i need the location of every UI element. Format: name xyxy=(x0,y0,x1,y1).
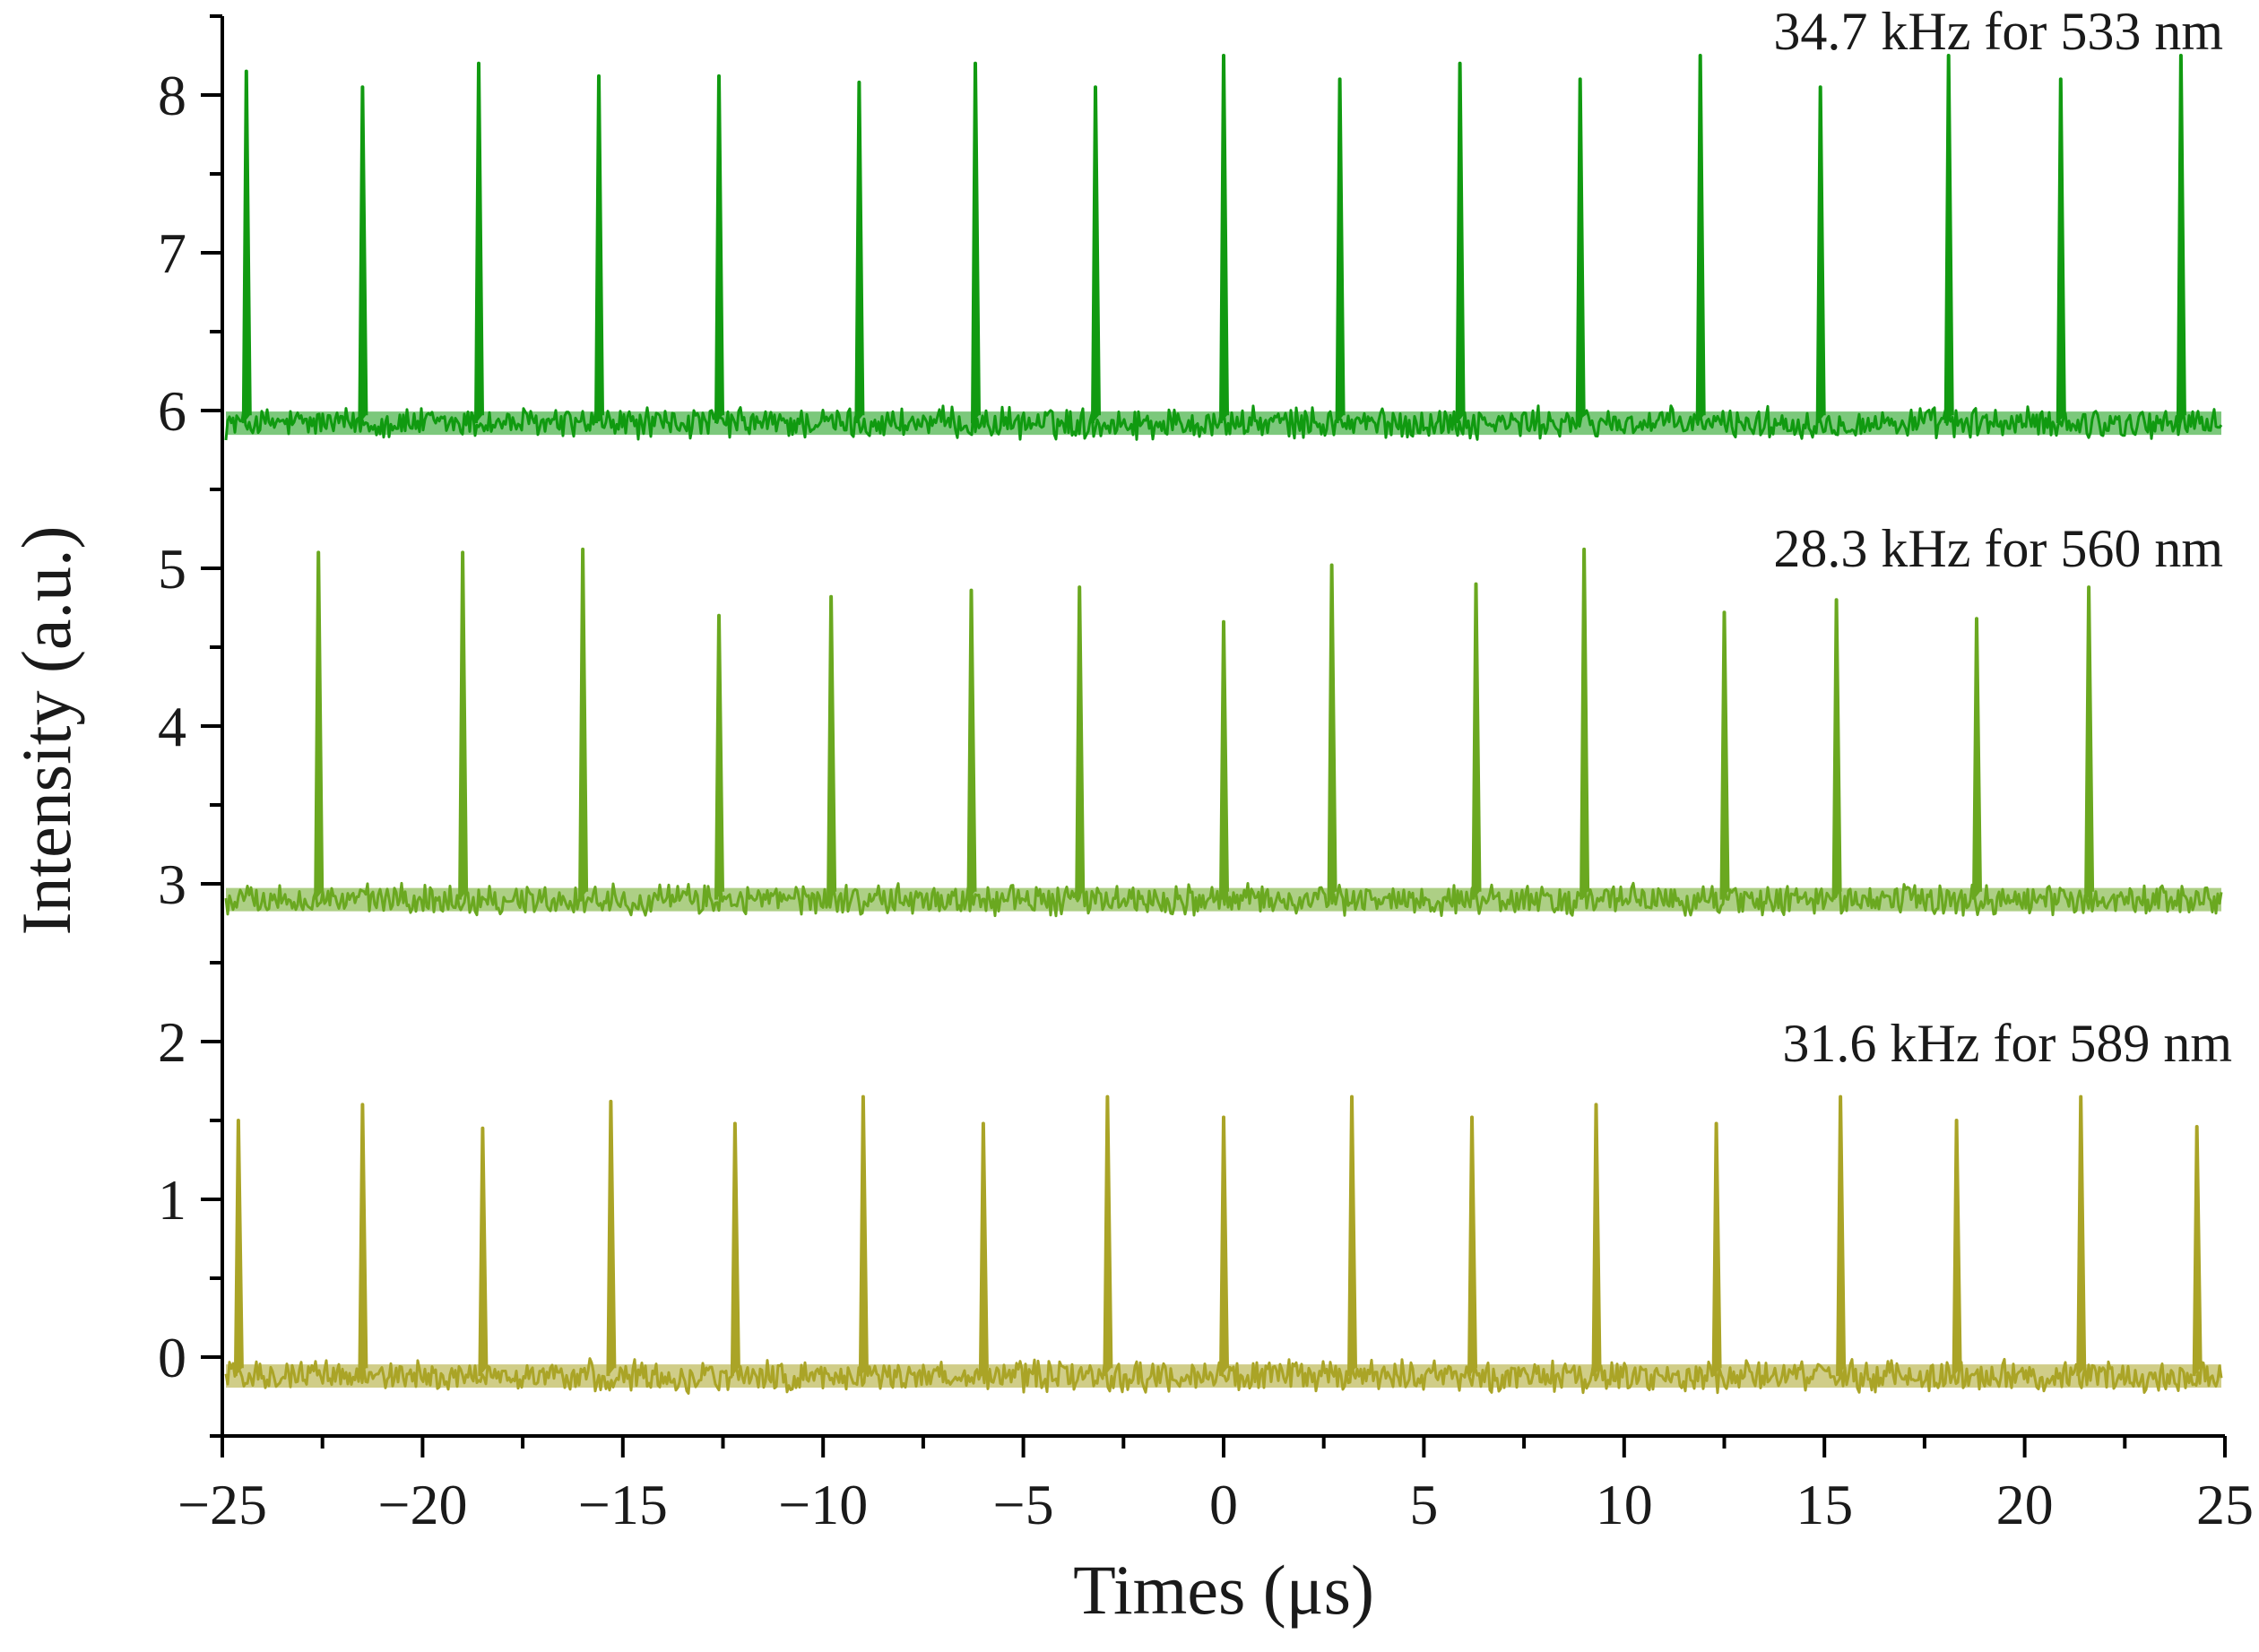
x-tick-label-0: −25 xyxy=(177,1473,267,1536)
pulse-589-nm-8 xyxy=(1219,1115,1229,1377)
pulse-533-nm-7 xyxy=(1091,85,1101,424)
pulse-560-nm-3 xyxy=(714,613,724,900)
y-tick-label-8: 8 xyxy=(158,64,186,127)
pulse-589-nm-7 xyxy=(1103,1094,1113,1377)
y-tick-label-6: 6 xyxy=(158,379,186,443)
y-tick-label-0: 0 xyxy=(158,1326,186,1389)
pulse-560-nm-14 xyxy=(2084,585,2095,900)
series-label-560: 28.3 kHz for 560 nm xyxy=(1773,519,2223,578)
pulse-560-nm-7 xyxy=(1219,619,1229,900)
pulse-560-nm-1 xyxy=(458,550,469,900)
pulse-533-nm-15 xyxy=(2056,77,2066,424)
pulse-589-nm-3 xyxy=(606,1099,617,1377)
pulse-589-nm-1 xyxy=(358,1103,368,1377)
axes-layer: −25 −20 −15 −10 −5 0 5 10 15 20 25 0 1 2 3 4 5 6 7 8 xyxy=(158,14,2254,1536)
x-axis-label: Times (μs) xyxy=(1073,1551,1374,1629)
x-tick-label-4: −5 xyxy=(993,1473,1054,1536)
pulse-533-nm-9 xyxy=(1335,77,1346,424)
pulse-589-nm-2 xyxy=(478,1126,489,1377)
x-tick-label-10: 25 xyxy=(2196,1473,2254,1536)
series-533-nm xyxy=(224,54,2223,441)
pulse-533-nm-14 xyxy=(1943,54,1954,424)
pulse-589-nm-16 xyxy=(2192,1125,2203,1377)
pulse-560-nm-13 xyxy=(1972,617,1982,900)
series-layer xyxy=(224,54,2223,1395)
pulse-589-nm-11 xyxy=(1591,1103,1602,1377)
y-tick-label-4: 4 xyxy=(158,695,186,758)
y-tick-label-2: 2 xyxy=(158,1010,186,1074)
pulse-560-nm-2 xyxy=(578,547,589,900)
x-tick-label-9: 20 xyxy=(1996,1473,2054,1536)
pulse-533-nm-0 xyxy=(241,69,252,424)
pulse-560-nm-5 xyxy=(966,588,977,900)
pulse-533-nm-1 xyxy=(358,85,368,424)
x-tick-label-7: 10 xyxy=(1596,1473,1653,1536)
pulse-533-nm-3 xyxy=(594,74,604,424)
pulse-589-nm-10 xyxy=(1467,1115,1477,1377)
pulse-560-nm-11 xyxy=(1719,610,1730,900)
pulse-589-nm-13 xyxy=(1836,1094,1847,1377)
pulse-560-nm-6 xyxy=(1075,585,1086,900)
pulse-533-nm-8 xyxy=(1219,54,1229,424)
pulse-533-nm-16 xyxy=(2176,54,2186,424)
pulse-589-nm-15 xyxy=(2076,1094,2087,1377)
x-tick-label-3: −10 xyxy=(778,1473,868,1536)
x-tick-label-6: 5 xyxy=(1409,1473,1438,1536)
pulse-589-nm-12 xyxy=(1711,1121,1722,1377)
y-axis-label: Intensity (a.u.) xyxy=(7,525,85,935)
pulse-533-nm-6 xyxy=(971,61,981,424)
pulse-533-nm-5 xyxy=(854,80,865,424)
series-589-nm xyxy=(224,1094,2223,1395)
pulse-560-nm-9 xyxy=(1471,582,1482,900)
pulse-589-nm-6 xyxy=(978,1121,989,1377)
y-tick-label-7: 7 xyxy=(158,221,186,285)
pulse-589-nm-9 xyxy=(1347,1094,1357,1377)
y-tick-label-3: 3 xyxy=(158,852,186,916)
series-label-533: 34.7 kHz for 533 nm xyxy=(1773,2,2223,61)
x-tick-label-8: 15 xyxy=(1796,1473,1853,1536)
pulse-533-nm-2 xyxy=(474,61,484,424)
pulse-533-nm-4 xyxy=(714,74,724,424)
pulse-560-nm-8 xyxy=(1327,563,1337,900)
x-tick-label-5: 0 xyxy=(1209,1473,1238,1536)
pulse-533-nm-11 xyxy=(1575,77,1586,424)
y-tick-label-1: 1 xyxy=(158,1168,186,1232)
pulse-533-nm-12 xyxy=(1695,54,1706,424)
pulse-589-nm-0 xyxy=(233,1119,244,1377)
series-label-589: 31.6 kHz for 589 nm xyxy=(1782,1014,2232,1073)
pulse-560-nm-10 xyxy=(1580,547,1590,900)
pulse-560-nm-4 xyxy=(827,594,837,900)
pulse-560-nm-0 xyxy=(314,550,325,900)
pulse-589-nm-5 xyxy=(858,1094,869,1377)
x-tick-label-2: −15 xyxy=(578,1473,668,1536)
pulse-560-nm-12 xyxy=(1831,598,1842,900)
series-560-nm xyxy=(224,547,2223,918)
pulse-533-nm-13 xyxy=(1815,85,1826,424)
x-tick-label-1: −20 xyxy=(377,1473,467,1536)
text-layer: Times (μs) Intensity (a.u.) 34.7 kHz for… xyxy=(7,2,2232,1629)
pulse-533-nm-10 xyxy=(1455,61,1466,424)
y-tick-label-5: 5 xyxy=(158,537,186,601)
pulse-589-nm-14 xyxy=(1952,1119,1962,1377)
pulse-589-nm-4 xyxy=(730,1121,740,1377)
